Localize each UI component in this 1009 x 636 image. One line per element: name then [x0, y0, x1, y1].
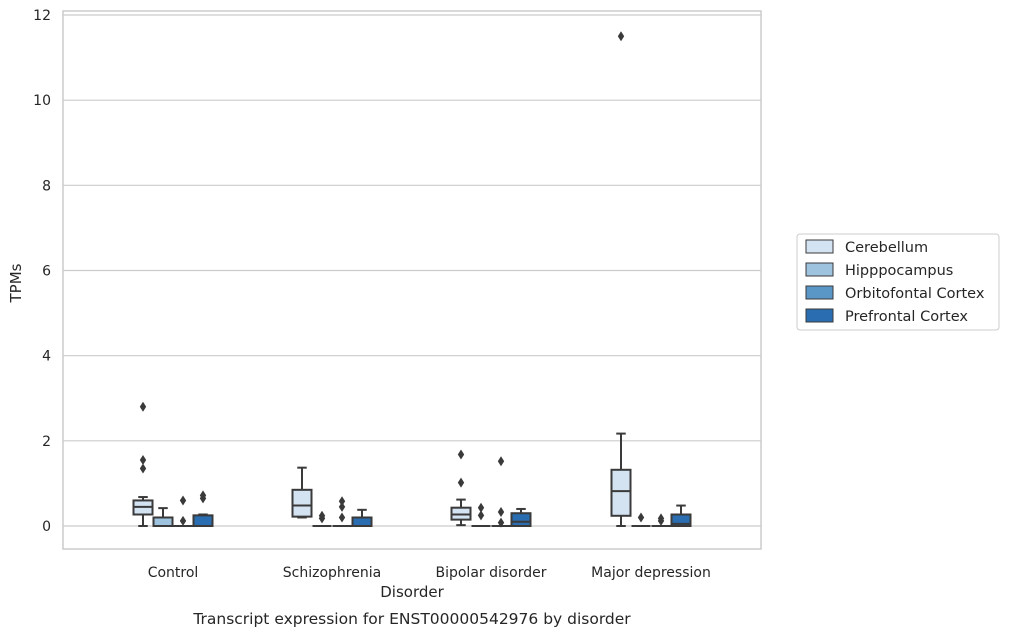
- box-3-0: [192, 490, 214, 528]
- outlier-point: [497, 506, 505, 517]
- legend-label: Hipppocampus: [845, 263, 953, 279]
- y-tick-label: 8: [42, 178, 51, 194]
- box-body: [291, 488, 313, 518]
- box-body: [152, 516, 174, 528]
- box-body: [610, 468, 632, 517]
- outlier-point: [457, 449, 465, 460]
- box-0-1: [291, 466, 313, 519]
- box-3-2: [510, 507, 532, 527]
- box-2-2: [491, 456, 511, 528]
- box-0-3: [610, 31, 632, 527]
- box-body: [351, 516, 373, 528]
- outlier-point: [497, 456, 505, 467]
- outlier-point: [657, 513, 665, 524]
- outlier-point: [139, 401, 147, 412]
- box-body: [192, 514, 214, 528]
- grid-lines: [63, 14, 761, 527]
- x-tick-label: Schizophrenia: [283, 565, 381, 581]
- outlier-point: [139, 463, 147, 474]
- y-tick-labels: 0 2 4 6 8 10 12: [33, 8, 51, 535]
- box-1-3: [631, 512, 651, 527]
- x-tick-labels: Control Schizophrenia Bipolar disorder Majo…: [148, 565, 711, 581]
- outlier-point: [179, 515, 187, 526]
- outlier-point: [477, 510, 485, 521]
- x-tick-label: Major depression: [591, 565, 711, 581]
- x-axis-label: Disorder: [380, 583, 444, 601]
- outlier-point: [199, 490, 207, 501]
- outlier-point: [637, 512, 645, 523]
- y-tick-label: 2: [42, 434, 51, 450]
- y-tick-label: 4: [42, 349, 51, 365]
- legend-swatch: [805, 285, 834, 300]
- legend-swatch: [805, 262, 834, 277]
- legend: Cerebellum Hipppocampus Orbitofontal Corte…: [796, 233, 1000, 331]
- outlier-point: [477, 502, 485, 513]
- outlier-point: [457, 477, 465, 488]
- outlier-point: [338, 501, 346, 512]
- box-3-3: [670, 504, 692, 528]
- outlier-point: [139, 454, 147, 465]
- box-0-2: [450, 449, 472, 527]
- box-0-0: [132, 401, 154, 527]
- box-1-0: [152, 507, 174, 528]
- x-tick-label: Control: [148, 565, 199, 581]
- outlier-point: [318, 510, 326, 521]
- legend-swatch: [805, 239, 834, 254]
- y-tick-label: 6: [42, 264, 51, 280]
- x-tick-label: Bipolar disorder: [435, 565, 546, 581]
- box-1-1: [312, 510, 332, 527]
- y-tick-label: 10: [33, 93, 51, 109]
- legend-label: Orbitofontal Cortex: [845, 286, 985, 302]
- box-2-3: [651, 513, 671, 527]
- legend-label: Cerebellum: [845, 240, 928, 256]
- box-3-1: [351, 508, 373, 528]
- chart-caption: Transcript expression for ENST0000054297…: [192, 610, 631, 628]
- legend-label: Prefrontal Cortex: [845, 309, 968, 325]
- legend-box: [796, 233, 1000, 331]
- y-axis-label: TPMs: [7, 263, 25, 303]
- box-1-2: [471, 502, 491, 527]
- y-tick-label: 0: [42, 519, 51, 535]
- box-marks: [132, 31, 692, 528]
- legend-swatch: [805, 308, 834, 323]
- box-body: [670, 513, 692, 528]
- outlier-point: [338, 512, 346, 523]
- outlier-point: [338, 496, 346, 507]
- outlier-point: [497, 517, 505, 528]
- outlier-point: [617, 31, 625, 42]
- box-body: [510, 512, 532, 527]
- plot-frame: [62, 10, 762, 550]
- outlier-point: [179, 495, 187, 506]
- y-tick-label: 12: [33, 8, 51, 24]
- box-2-0: [173, 495, 193, 527]
- box-2-1: [332, 496, 352, 527]
